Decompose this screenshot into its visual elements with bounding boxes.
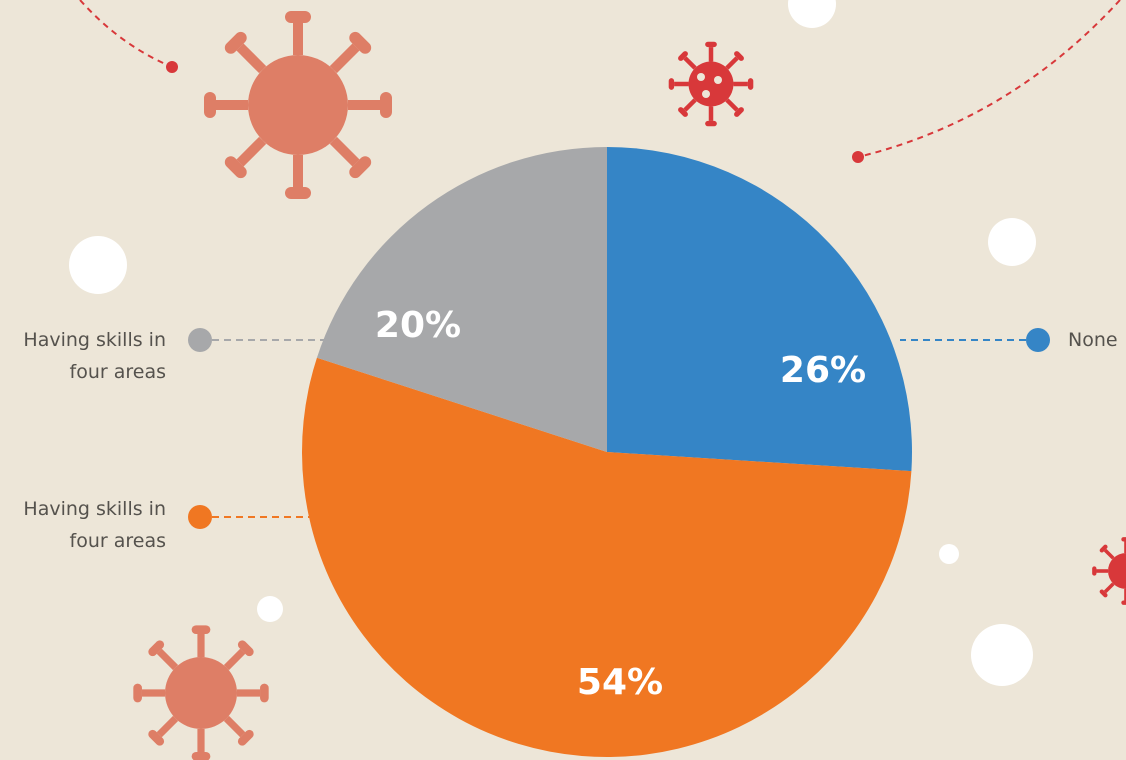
legend-marker xyxy=(188,505,212,529)
value-label: 20% xyxy=(375,305,461,346)
pie: 26% 54% 20% xyxy=(302,147,912,757)
legend-label: Having skills in four areas xyxy=(6,493,166,557)
legend-marker xyxy=(1026,328,1050,352)
chart: 26% 54% 20% xyxy=(0,0,1126,760)
legend-label: Having skills in four areas xyxy=(6,324,166,388)
legend-marker xyxy=(188,328,212,352)
infographic: 26% 54% 20% None Having skills in four area… xyxy=(0,0,1126,760)
legend-label: None xyxy=(1068,324,1118,356)
pie-slice xyxy=(607,147,912,471)
value-label: 54% xyxy=(577,662,663,703)
value-label: 26% xyxy=(780,350,866,391)
